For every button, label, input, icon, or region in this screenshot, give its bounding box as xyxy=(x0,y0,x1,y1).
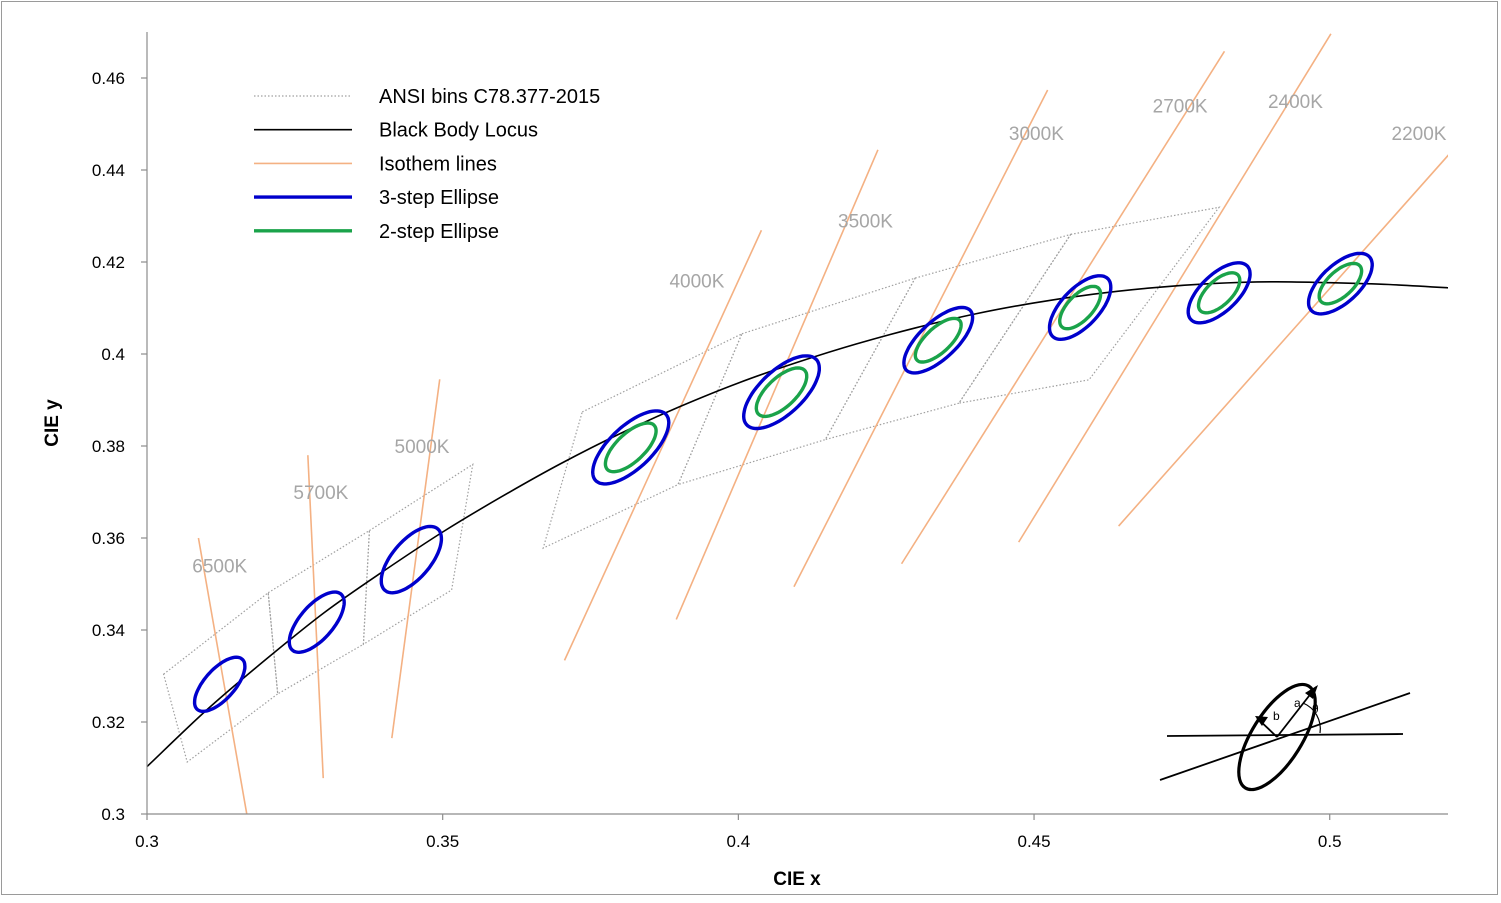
cct-labels-layer: 6500K 5700K 5000K 4000K 3500K 3000K 2700K 2400K… xyxy=(192,92,1447,578)
two-step-ellipse-3500K xyxy=(754,366,809,419)
inset-horizontal-line xyxy=(1166,733,1404,737)
y-tick-label: 0.46 xyxy=(92,69,125,88)
cct-label-3500K: 3500K xyxy=(838,212,893,233)
inset-theta-arc xyxy=(1302,702,1321,734)
inset-label-b: b xyxy=(1273,709,1280,723)
x-tick-label: 0.45 xyxy=(1017,832,1050,851)
three-step-ellipse-5700K xyxy=(287,590,346,655)
isotherm-line-6500K xyxy=(197,537,248,814)
y-tick-label: 0.44 xyxy=(92,161,125,180)
isotherm-line-3500K xyxy=(675,149,879,620)
cct-label-4000K: 4000K xyxy=(669,271,724,292)
isotherm-line-2200K xyxy=(1118,154,1448,527)
legend-label: Black Body Locus xyxy=(379,120,538,142)
y-tick-label: 0.36 xyxy=(92,529,125,548)
y-tick-label: 0.32 xyxy=(92,713,125,732)
cct-label-6500K: 6500K xyxy=(192,557,247,578)
two-step-ellipse-2400K xyxy=(1196,271,1242,315)
black-body-locus-layer xyxy=(147,280,1448,768)
y-tick-label: 0.34 xyxy=(92,621,125,640)
ansi-bin-3 xyxy=(362,463,474,646)
ellipses-layer xyxy=(192,251,1374,713)
ansi-bin-2 xyxy=(267,529,371,695)
axes-layer: 0.3 0.35 0.4 0.45 0.5 0.3 0.32 0.34 0.36 0.38 0.4 0… xyxy=(92,32,1448,851)
three-step-ellipse-2700K xyxy=(1047,274,1113,342)
inset-ellipse xyxy=(1237,682,1317,792)
three-step-ellipse-2400K xyxy=(1186,261,1252,325)
three-step-ellipse-5000K xyxy=(379,524,444,595)
isotherm-line-5000K xyxy=(391,379,441,739)
isotherm-line-2400K xyxy=(1017,33,1332,543)
y-axis-label: CIE y xyxy=(42,399,63,447)
legend-label: 2-step Ellipse xyxy=(379,221,499,243)
isotherm-line-4000K xyxy=(563,229,763,661)
cct-label-2700K: 2700K xyxy=(1153,97,1208,118)
ellipse-parameter-inset: ab θ xyxy=(1159,682,1411,792)
three-step-ellipse-2200K xyxy=(1306,251,1374,316)
cct-label-2400K: 2400K xyxy=(1268,92,1323,113)
x-tick-label: 0.3 xyxy=(135,832,159,851)
inset-tilted-line xyxy=(1159,692,1411,781)
ansi-bin-1 xyxy=(162,591,279,764)
cct-label-3000K: 3000K xyxy=(1009,124,1064,145)
two-step-ellipse-3000K xyxy=(913,316,963,364)
isotherm-line-3000K xyxy=(793,89,1049,588)
y-tick-label: 0.42 xyxy=(92,253,125,272)
three-step-ellipse-4000K xyxy=(590,409,671,486)
x-tick-label: 0.35 xyxy=(426,832,459,851)
isotherm-lines-layer xyxy=(197,33,1448,814)
x-tick-label: 0.4 xyxy=(727,832,751,851)
inset-arrowhead-b xyxy=(1255,716,1268,726)
legend-label: Isothem lines xyxy=(379,153,497,175)
cct-label-5700K: 5700K xyxy=(293,483,348,504)
y-tick-label: 0.4 xyxy=(101,345,125,364)
x-tick-label: 0.5 xyxy=(1318,832,1342,851)
three-step-ellipse-6500K xyxy=(192,655,247,713)
inset-label-a: a xyxy=(1294,696,1301,710)
three-step-ellipse-3500K xyxy=(741,354,821,431)
two-step-ellipse-2200K xyxy=(1317,261,1364,306)
ansi-bin-6 xyxy=(824,233,1073,441)
ansi-bin-5 xyxy=(676,277,917,486)
black-body-locus-line xyxy=(147,280,1448,768)
y-tick-label: 0.38 xyxy=(92,437,125,456)
legend: ANSI bins C78.377-2015 Black Body Locus Is… xyxy=(254,86,600,243)
legend-label: ANSI bins C78.377-2015 xyxy=(379,86,600,108)
x-axis-label: CIE x xyxy=(773,869,821,890)
legend-label: 3-step Ellipse xyxy=(379,187,499,209)
cct-label-2200K: 2200K xyxy=(1392,124,1447,145)
two-step-ellipse-4000K xyxy=(603,421,658,474)
three-step-ellipse-3000K xyxy=(902,305,975,375)
y-tick-label: 0.3 xyxy=(101,805,125,824)
ansi-bins-layer xyxy=(162,206,1221,764)
isotherm-line-5700K xyxy=(307,455,325,779)
inset-label-theta: θ xyxy=(1312,702,1319,716)
two-step-ellipse-2700K xyxy=(1057,284,1103,331)
inset-arrowhead-a xyxy=(1305,685,1318,699)
cct-label-5000K: 5000K xyxy=(395,437,450,458)
